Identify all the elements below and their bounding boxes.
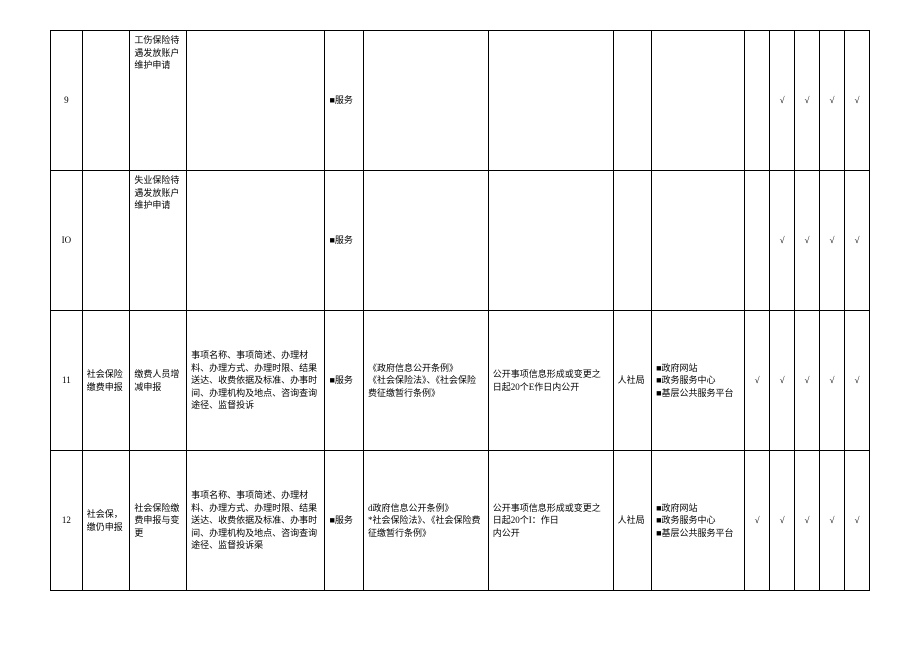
cell <box>187 31 325 171</box>
table-row: 12 社会保，缴仍申报 社会保险缴费申报与变更 事项名称、事项简述、办理材料、办… <box>51 451 870 591</box>
row-number: IO <box>51 171 83 311</box>
cell-check: √ <box>820 31 845 171</box>
cell: 社会保险缴费申报 <box>82 311 130 451</box>
cell-check: √ <box>770 31 795 171</box>
cell: ■服务 <box>325 31 364 171</box>
channel-item: ■政府网站 <box>656 502 740 515</box>
cell-check: √ <box>844 451 869 591</box>
channel-item: ■基层公共服务平台 <box>656 387 740 400</box>
cell: d政府信息公开条例》 *社会保险法》、《社会保险费征缴暂行条例》 <box>364 451 489 591</box>
cell: 缴费人员增减申报 <box>130 311 187 451</box>
row-number: 9 <box>51 31 83 171</box>
cell: 工伤保险待遇发放账户维护申请 <box>130 31 187 171</box>
row-number: 12 <box>51 451 83 591</box>
cell-check <box>745 171 770 311</box>
cell <box>488 31 613 171</box>
cell: 失业保险待遇发放账户维护申请 <box>130 171 187 311</box>
table-row: 11 社会保险缴费申报 缴费人员增减申报 事项名称、事项简述、办理材料、办理方式… <box>51 311 870 451</box>
cell: 社会保，缴仍申报 <box>82 451 130 591</box>
cell <box>187 171 325 311</box>
cell-check: √ <box>745 451 770 591</box>
cell: 社会保险缴费申报与变更 <box>130 451 187 591</box>
cell <box>652 171 745 311</box>
cell-check: √ <box>770 171 795 311</box>
document-table: 9 工伤保险待遇发放账户维护申请 ■服务 √ √ √ √ IO 失业保险待遇发放… <box>50 30 870 591</box>
table-row: 9 工伤保险待遇发放账户维护申请 ■服务 √ √ √ √ <box>51 31 870 171</box>
cell-check: √ <box>795 31 820 171</box>
cell <box>82 171 130 311</box>
cell-check <box>745 31 770 171</box>
cell: 《政府信息公开条例》 《社会保险法》、《社会保险费征缴暂行条例》 <box>364 311 489 451</box>
cell-check: √ <box>795 311 820 451</box>
cell <box>613 31 652 171</box>
cell-check: √ <box>820 311 845 451</box>
cell: 人社局 <box>613 311 652 451</box>
channel-item: ■政府网站 <box>656 362 740 375</box>
cell <box>364 171 489 311</box>
cell: ■服务 <box>325 171 364 311</box>
table-row: IO 失业保险待遇发放账户维护申请 ■服务 √ √ √ √ <box>51 171 870 311</box>
channel-item: ■政务服务中心 <box>656 374 740 387</box>
cell: 事项名称、事项简述、办理材料、办理方式、办理时限、结果送达、收费依据及标准、办事… <box>187 311 325 451</box>
channel-item: ■政务服务中心 <box>656 514 740 527</box>
cell-check: √ <box>795 451 820 591</box>
cell: ■服务 <box>325 311 364 451</box>
channel-item: ■基层公共服务平台 <box>656 527 740 540</box>
cell-check: √ <box>795 171 820 311</box>
cell-check: √ <box>745 311 770 451</box>
cell: 公开事项信息形成或变更之日起20个E作日内公开 <box>488 311 613 451</box>
cell: 人社局 <box>613 451 652 591</box>
cell-check: √ <box>770 451 795 591</box>
cell: 事项名称、事项简述、办理材料、办理方式、办理时限、结果送达、收费依据及标准、办事… <box>187 451 325 591</box>
cell <box>364 31 489 171</box>
cell-check: √ <box>844 31 869 171</box>
cell <box>488 171 613 311</box>
row-number: 11 <box>51 311 83 451</box>
cell <box>613 171 652 311</box>
cell-check: √ <box>820 171 845 311</box>
cell-check: √ <box>844 171 869 311</box>
cell-check: √ <box>844 311 869 451</box>
cell: ■政府网站 ■政务服务中心 ■基层公共服务平台 <box>652 451 745 591</box>
cell: 公开事项信息形成或变更之日起20个I：作日 内公开 <box>488 451 613 591</box>
cell: ■政府网站 ■政务服务中心 ■基层公共服务平台 <box>652 311 745 451</box>
cell <box>82 31 130 171</box>
cell-check: √ <box>820 451 845 591</box>
cell-check: √ <box>770 311 795 451</box>
cell: ■服务 <box>325 451 364 591</box>
cell <box>652 31 745 171</box>
